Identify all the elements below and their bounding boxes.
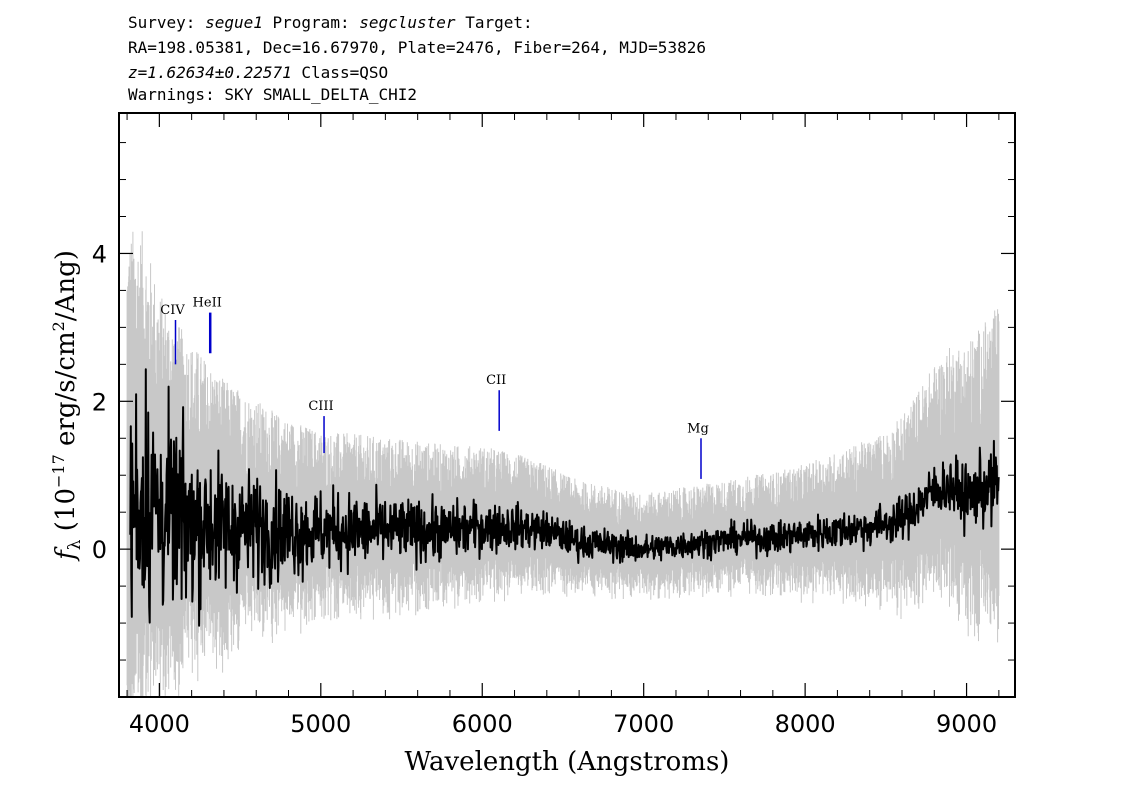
- y-title-rest: erg/s/cm: [51, 331, 81, 454]
- flux-series: [129, 368, 1000, 627]
- emission-line-markers: CIV HeII CIII CII Mg: [160, 296, 709, 479]
- x-tick-label-9000: 9000: [936, 710, 997, 738]
- flux-line: [129, 368, 1000, 627]
- x-tick-label-6000: 6000: [452, 710, 513, 738]
- y-tick-label-4: 4: [92, 240, 107, 268]
- y-tick-label-0: 0: [92, 536, 107, 564]
- survey-label: Survey:: [128, 13, 196, 32]
- line-label-heii: HeII: [193, 296, 222, 311]
- line-label-civ: CIV: [160, 303, 185, 318]
- y-tick-label-2: 2: [92, 388, 107, 416]
- axis-ticks: 4000 5000 6000 7000 8000 9000 0 2 4: [92, 113, 1015, 738]
- program-value: segcluster: [359, 13, 456, 32]
- header-line-4: Warnings: SKY SMALL_DELTA_CHI2: [128, 85, 417, 104]
- x-axis-title: Wavelength (Angstroms): [405, 747, 730, 777]
- survey-value: segue1: [205, 13, 263, 32]
- plot-frame: [118, 112, 1016, 698]
- y-title-exp: −17: [49, 454, 68, 488]
- redshift-value: z=1.62634±0.22571: [128, 63, 292, 82]
- header-line-1: Survey: segue1 Program: segcluster Targe…: [128, 12, 533, 34]
- line-label-mg: Mg: [687, 421, 709, 436]
- y-title-sub: λ: [65, 539, 85, 550]
- line-label-ciii: CIII: [308, 399, 333, 414]
- header-line-3: z=1.62634±0.22571 Class=QSO: [128, 62, 388, 84]
- line-label-cii: CII: [486, 373, 506, 388]
- x-tick-label-4000: 4000: [129, 710, 190, 738]
- target-label: Target:: [465, 13, 533, 32]
- program-label: Program:: [272, 13, 350, 32]
- x-tick-label-8000: 8000: [775, 710, 836, 738]
- y-axis-title: fλ (10−17 erg/s/cm2/Ang): [49, 250, 85, 562]
- class-value: Class=QSO: [301, 63, 389, 82]
- x-tick-label-5000: 5000: [290, 710, 351, 738]
- x-tick-label-7000: 7000: [613, 710, 674, 738]
- y-title-end: /Ang): [51, 250, 81, 321]
- y-title-exp2: 2: [49, 321, 68, 331]
- header-line-2: RA=198.05381, Dec=16.67970, Plate=2476, …: [128, 38, 706, 57]
- y-title-main: (10: [51, 488, 81, 540]
